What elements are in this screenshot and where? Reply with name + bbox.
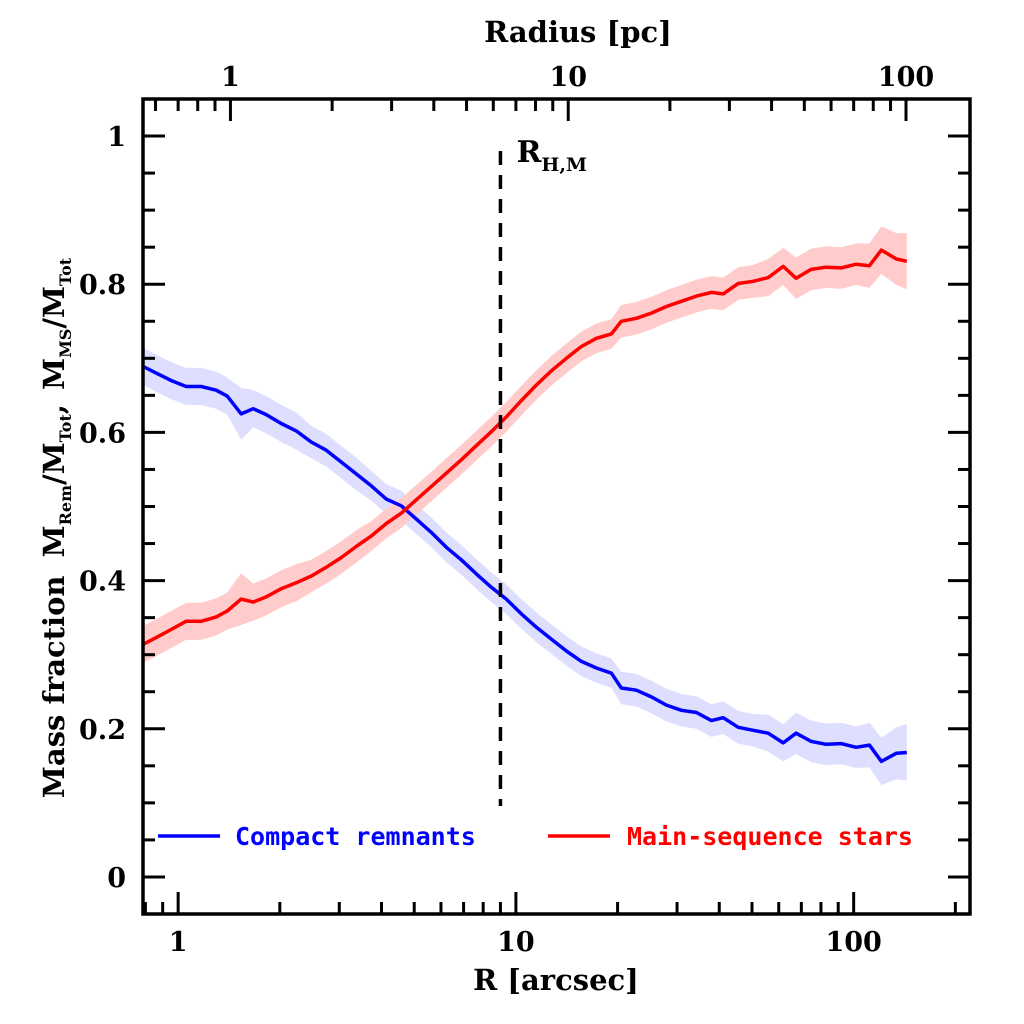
top-x-tick-label: 10 [549,62,587,93]
y-tick-label: 0.2 [79,715,126,746]
y-axis-title: Mass fractionMRem/MTot,MMS/MTot [37,257,75,798]
top-x-axis-title: Radius [pc] [484,15,672,49]
y-tick-label: 0.6 [79,418,126,449]
bottom-x-ticks [143,892,957,914]
error-band-main-sequence-stars [143,226,907,663]
y-tick-label: 1 [107,122,126,153]
legend-label-main-sequence: Main-sequence stars [627,822,913,851]
x-tick-label: 10 [497,927,535,958]
top-x-ticks [154,99,908,121]
tick-labels: 1 10 100 1 10 100 0 0.2 0.4 0.6 0.8 1 [79,62,934,958]
plot-frame [141,97,972,916]
series-line-compact-remnants [142,364,907,764]
x-tick-label: 100 [825,927,881,958]
x-axis-title: R [arcsec] [473,963,639,997]
legend: Compact remnants Main-sequence stars [158,822,913,851]
y-tick-label: 0.8 [79,270,126,301]
y-tick-label: 0 [107,863,126,894]
legend-label-compact-remnants: Compact remnants [235,822,476,851]
series-line-main-sequence-stars [142,248,908,646]
top-x-tick-label: 1 [221,62,240,93]
half-mass-radius-label: RH,M [516,135,587,176]
x-tick-label: 1 [169,927,188,958]
top-x-tick-label: 100 [878,62,934,93]
svg-text:Mass fractionMRem/MTot,MMS/MTo: Mass fractionMRem/MTot,MMS/MTot [37,257,75,798]
series-lines [142,248,908,764]
error-bands [143,226,907,786]
y-ticks [143,97,970,916]
error-band-compact-remnants [143,347,907,786]
y-tick-label: 0.4 [79,567,126,598]
